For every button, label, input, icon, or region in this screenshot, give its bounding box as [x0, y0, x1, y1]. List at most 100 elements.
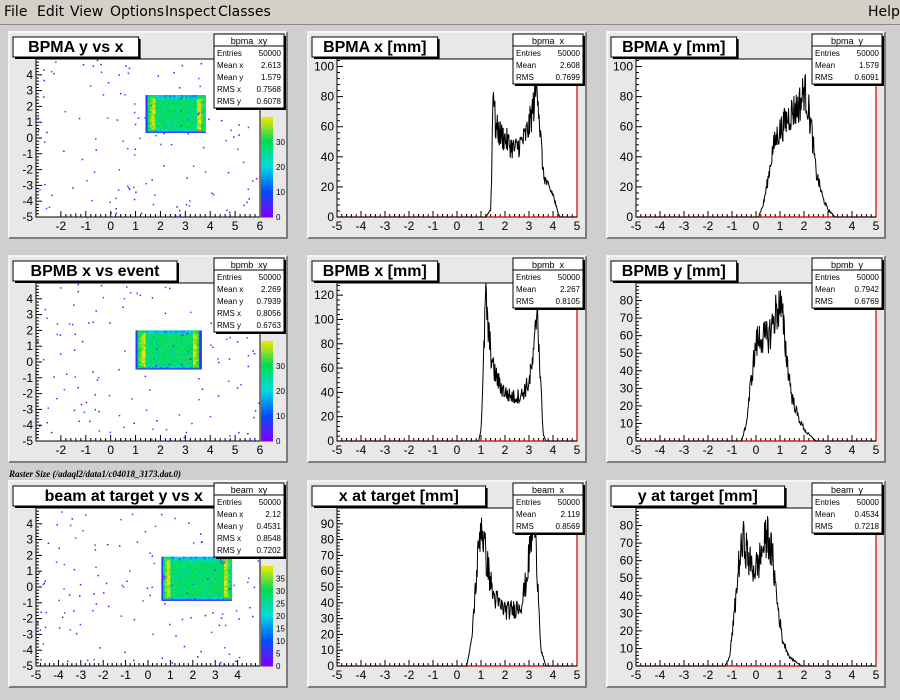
heatmap-cell [172, 556, 175, 560]
menu-view[interactable]: View [70, 4, 104, 20]
heatmap-cell [147, 349, 151, 352]
heatmap-cell [191, 580, 195, 584]
pad-bpma-xy[interactable]: -2 -1 0 1 2 3 4 5 6 -5 -4 -3 -2 -1 0 1 2 3 4 0 10 20 30 BPMA y … [8, 31, 288, 239]
palette-band [261, 174, 273, 178]
noise-point [169, 287, 171, 290]
heatmap-cell [169, 119, 172, 122]
heatmap-cell [197, 358, 200, 361]
heatmap-cell [175, 350, 178, 354]
heatmap-cell [189, 127, 192, 131]
heatmap-cell [200, 583, 204, 586]
heatmap-cell [143, 332, 147, 336]
heatmap-cell [222, 574, 225, 577]
heatmap-cell [175, 594, 179, 598]
heatmap-cell [177, 129, 180, 132]
palette-band [261, 391, 273, 394]
noise-point [61, 616, 64, 619]
heatmap-cell [169, 101, 172, 104]
heatmap-cell [175, 589, 179, 593]
heatmap-cell [155, 95, 158, 98]
palette-band [261, 628, 273, 632]
heatmap-cell [141, 332, 145, 336]
heatmap-cell [179, 111, 182, 114]
heatmap-cell [171, 339, 174, 342]
pad-bpmb-x[interactable]: -5 -4 -3 -2 -1 0 1 2 3 4 5 0 20 40 60 80 100 120 BPMB x [m… [307, 255, 587, 463]
pad-bpma-y[interactable]: -5 -4 -3 -2 -1 0 1 2 3 4 5 0 20 40 60 80 100 BPMA y [mm] b… [606, 31, 886, 239]
heatmap-cell [195, 587, 198, 590]
heatmap-cell [186, 579, 190, 582]
heatmap-cell [203, 122, 206, 126]
heatmap-cell [165, 103, 168, 107]
menu-edit[interactable]: Edit [37, 4, 65, 20]
pad-bpma-x[interactable]: -5 -4 -3 -2 -1 0 1 2 3 4 5 0 20 40 60 80 100 BPMA x [mm] b… [307, 31, 587, 239]
heatmap-cell [175, 360, 178, 364]
heatmap-cell [143, 363, 147, 366]
noise-point [161, 657, 164, 660]
pad-beam-x[interactable]: -5 -4 -3 -2 -1 0 1 2 3 4 5 0 10 20 30 40 50 60 70 80 90 x at … [307, 480, 587, 688]
heatmap-cell [208, 583, 211, 586]
heatmap-cell [225, 578, 229, 581]
heatmap-cell [175, 96, 178, 99]
noise-point [210, 631, 213, 634]
pad-beam-y[interactable]: -5 -4 -3 -2 -1 0 1 2 3 4 5 0 10 20 30 40 50 60 70 80 y at ta… [606, 480, 886, 688]
heatmap-cell [206, 560, 209, 563]
heatmap-cell [199, 362, 202, 365]
menu-file[interactable]: File [4, 4, 28, 20]
menu-inspect[interactable]: Inspect [165, 4, 216, 20]
heatmap-cell [199, 367, 202, 370]
heatmap-cell [227, 592, 231, 595]
heatmap-cell [179, 568, 182, 571]
pad-bpmb-y[interactable]: -5 -4 -3 -2 -1 0 1 2 3 4 5 0 10 20 30 40 50 60 70 80 BPMB y … [606, 255, 886, 463]
heatmap-cell [193, 341, 196, 345]
heatmap-cell [197, 593, 200, 596]
palette-band [261, 378, 273, 382]
heatmap-cell [206, 580, 209, 584]
heatmap-cell [145, 108, 149, 112]
heatmap-cell [209, 576, 213, 580]
heatmap-cell [213, 578, 216, 581]
heatmap-cell [145, 349, 149, 352]
heatmap-cell [157, 360, 160, 364]
heatmap-cell [163, 581, 166, 585]
heatmap-cell [177, 590, 181, 594]
heatmap-cell [179, 559, 182, 562]
heatmap-cell [161, 345, 164, 349]
heatmap-cell [165, 108, 168, 112]
heatmap-cell [224, 576, 227, 580]
palette-band [261, 386, 273, 389]
heatmap-cell [177, 363, 180, 366]
heatmap-cell [193, 111, 196, 114]
noise-point [149, 389, 151, 391]
noise-point [55, 61, 57, 63]
heatmap-cell [229, 585, 233, 589]
heatmap-cell [224, 584, 227, 587]
heatmap-cell [147, 353, 151, 356]
heatmap-cell [225, 581, 229, 585]
heatmap-cell [191, 354, 194, 357]
heatmap-cell [179, 365, 182, 369]
heatmap-cell [183, 364, 186, 368]
heatmap-cell [163, 101, 166, 104]
menu-options[interactable]: Options [110, 4, 165, 20]
heatmap-cell [172, 571, 175, 575]
heatmap-cell [187, 106, 190, 109]
heatmap-cell [193, 359, 196, 362]
menu-help[interactable]: Help [868, 4, 900, 20]
heatmap-cell [222, 564, 225, 567]
heatmap-cell [199, 594, 202, 598]
heatmap-cell [165, 126, 168, 130]
heatmap-cell [204, 574, 207, 577]
heatmap-cell [197, 96, 200, 99]
heatmap-cell [172, 565, 175, 569]
heatmap-cell [147, 351, 151, 355]
palette-band [261, 184, 273, 188]
pad-bpmb-xy[interactable]: -2 -1 0 1 2 3 4 5 6 -5 -4 -3 -2 -1 0 1 2 3 4 0 10 20 30 BPMB x … [8, 255, 288, 463]
menu-classes[interactable]: Classes [218, 4, 271, 20]
heatmap-cell [197, 584, 200, 587]
heatmap-cell [181, 363, 184, 366]
heatmap-cell [195, 559, 198, 562]
pad-beam-xy[interactable]: -5 -4 -3 -2 -1 0 1 2 3 4 -5 -4 -3 -2 -1 0 1 2 3 4 0 5 10 15 20 25… [8, 480, 288, 688]
heatmap-cell [172, 561, 175, 565]
heatmap-cell [195, 575, 198, 579]
heatmap-cell [161, 103, 164, 107]
